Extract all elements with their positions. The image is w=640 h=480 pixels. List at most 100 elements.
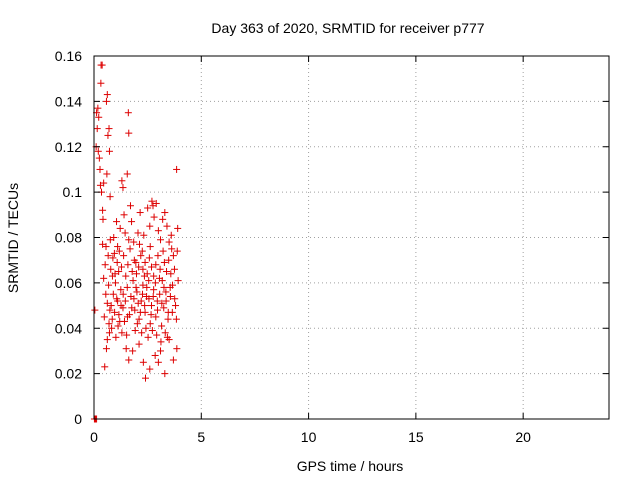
data-point [128, 268, 136, 276]
y-tick-label: 0.02 [55, 366, 82, 382]
data-point [159, 215, 167, 223]
data-point [100, 274, 108, 282]
data-point [154, 252, 162, 260]
data-point [113, 295, 121, 303]
data-point [145, 254, 153, 262]
data-point [137, 252, 145, 260]
data-point [106, 193, 114, 201]
data-point [151, 351, 159, 359]
data-point [115, 247, 123, 255]
x-tick-label: 0 [90, 429, 98, 445]
data-point [174, 224, 182, 232]
data-point [164, 315, 172, 323]
data-point [152, 199, 160, 207]
data-point [106, 306, 114, 314]
data-point [99, 215, 107, 223]
data-point [172, 315, 180, 323]
data-point [117, 286, 125, 294]
y-tick-label: 0.12 [55, 139, 82, 155]
data-point [173, 345, 181, 353]
data-point [156, 265, 164, 273]
data-point [126, 202, 134, 210]
data-point [167, 231, 175, 239]
x-axis-label: GPS time / hours [297, 458, 404, 474]
data-point [134, 229, 142, 237]
data-point [103, 170, 111, 178]
data-point [107, 302, 115, 310]
data-point [122, 272, 130, 280]
chart-title: Day 363 of 2020, SRMTID for receiver p77… [211, 20, 484, 36]
data-point [161, 209, 169, 217]
data-point [142, 374, 149, 382]
data-point [117, 302, 125, 310]
data-point [164, 308, 172, 316]
data-point [123, 170, 131, 178]
data-point [138, 329, 146, 337]
data-point [148, 302, 156, 310]
data-point [135, 263, 143, 271]
data-point [140, 231, 148, 239]
data-point [163, 333, 171, 341]
data-point [109, 254, 117, 262]
data-point [120, 211, 128, 219]
data-point [174, 277, 182, 285]
data-point [148, 327, 156, 335]
data-point [141, 302, 149, 310]
data-point [168, 245, 176, 253]
data-point [102, 290, 110, 298]
data-point [145, 295, 153, 303]
data-point [148, 197, 156, 205]
data-point [135, 315, 143, 323]
data-point [163, 268, 171, 276]
data-point [121, 297, 129, 305]
data-point [104, 131, 112, 139]
data-point [95, 113, 103, 121]
y-tick-label: 0.08 [55, 230, 82, 246]
data-point [133, 320, 141, 328]
data-point [165, 238, 173, 246]
data-point [139, 265, 147, 273]
data-point [157, 338, 165, 346]
data-point [130, 256, 138, 264]
data-point [150, 272, 158, 280]
data-point [91, 306, 99, 314]
data-point [151, 279, 159, 287]
data-point [105, 281, 113, 289]
data-point [130, 238, 138, 246]
data-point [173, 165, 181, 173]
data-point [104, 252, 112, 260]
data-point [108, 324, 116, 332]
data-point [103, 336, 111, 344]
data-point [125, 356, 133, 364]
data-point [105, 329, 113, 337]
data-point [150, 286, 158, 294]
data-point [117, 263, 125, 271]
data-point [103, 299, 111, 307]
data-point [125, 236, 133, 244]
data-point [167, 270, 175, 278]
data-point [97, 79, 105, 87]
data-point [122, 345, 130, 353]
data-point [98, 61, 106, 69]
data-point [123, 283, 131, 291]
data-point [158, 322, 166, 330]
data-point [149, 292, 157, 300]
data-point [121, 229, 129, 237]
data-point [169, 281, 177, 289]
x-tick-label: 5 [197, 429, 205, 445]
y-axis-ticks: 0 0.02 0.04 0.06 0.08 0.1 0.12 0.14 0.16 [55, 48, 609, 427]
data-point [153, 297, 161, 305]
data-point [144, 204, 152, 212]
data-point [129, 347, 137, 355]
data-point [130, 295, 138, 303]
data-point [135, 240, 143, 248]
data-point [170, 265, 178, 273]
data-point [101, 363, 109, 371]
data-point [107, 265, 115, 273]
data-points [90, 61, 182, 423]
data-point [113, 258, 121, 266]
data-point [128, 218, 136, 226]
data-point [141, 258, 149, 266]
data-point [139, 358, 147, 366]
